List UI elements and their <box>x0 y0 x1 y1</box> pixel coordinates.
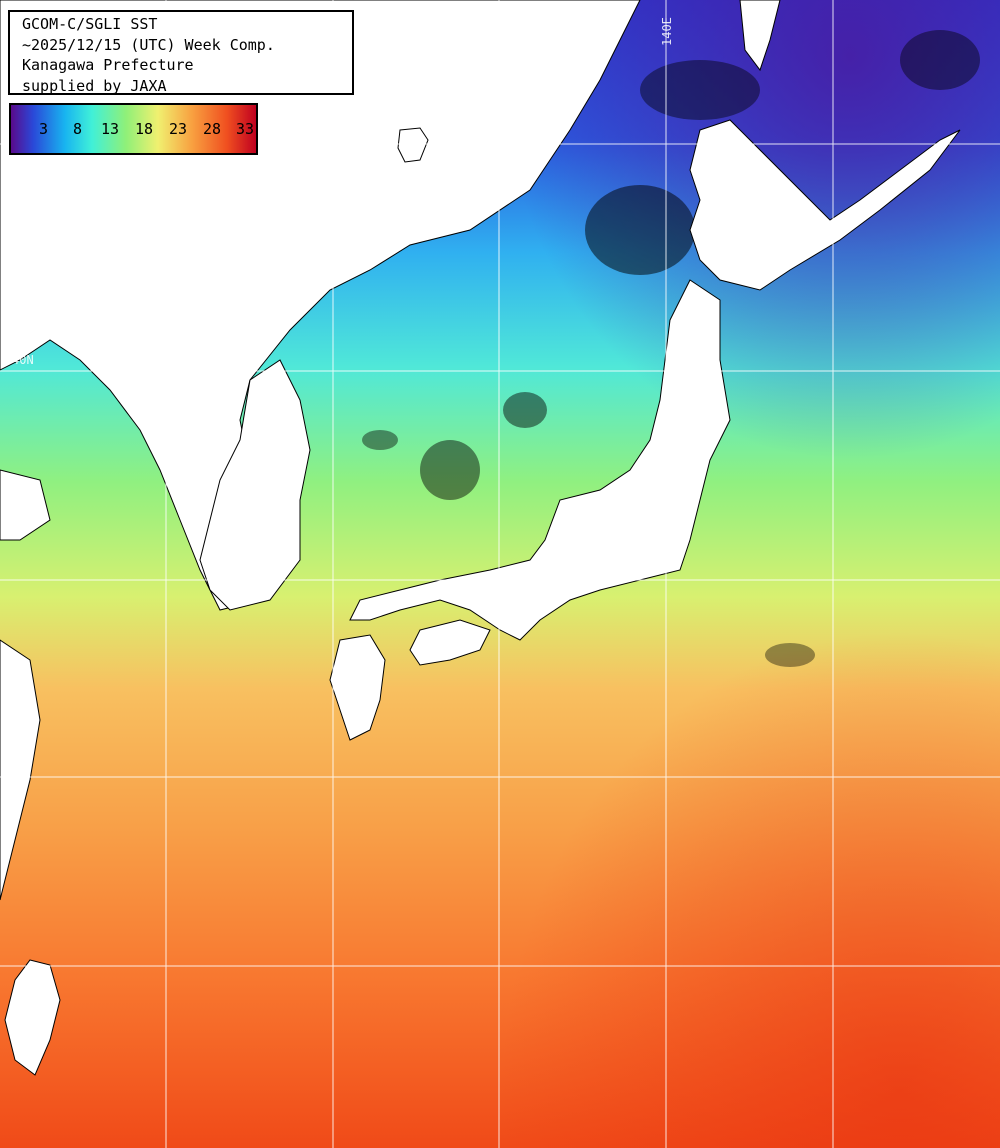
title-line-date: ~2025/12/15 (UTC) Week Comp. <box>22 35 275 54</box>
scale-tick: 33 <box>236 120 255 138</box>
title-line-product: GCOM-C/SGLI SST <box>22 15 158 33</box>
title-line-credit: supplied by JAXA <box>22 76 167 95</box>
cloud-mask <box>362 30 980 667</box>
lat-label-40n: 40N <box>12 353 34 367</box>
title-line-region: Kanagawa Prefecture <box>22 56 194 74</box>
color-scale-legend: 3 8 13 18 23 28 33 <box>9 103 258 155</box>
scale-tick: 3 <box>39 120 49 138</box>
scale-tick: 28 <box>203 120 222 138</box>
scale-tick: 23 <box>169 120 188 138</box>
scale-tick: 18 <box>135 120 154 138</box>
lon-label-140e: 140E <box>660 17 674 46</box>
title-box: GCOM-C/SGLI SST ~2025/12/15 (UTC) Week C… <box>8 10 354 95</box>
scale-tick: 8 <box>73 120 83 138</box>
scale-tick: 13 <box>101 120 120 138</box>
